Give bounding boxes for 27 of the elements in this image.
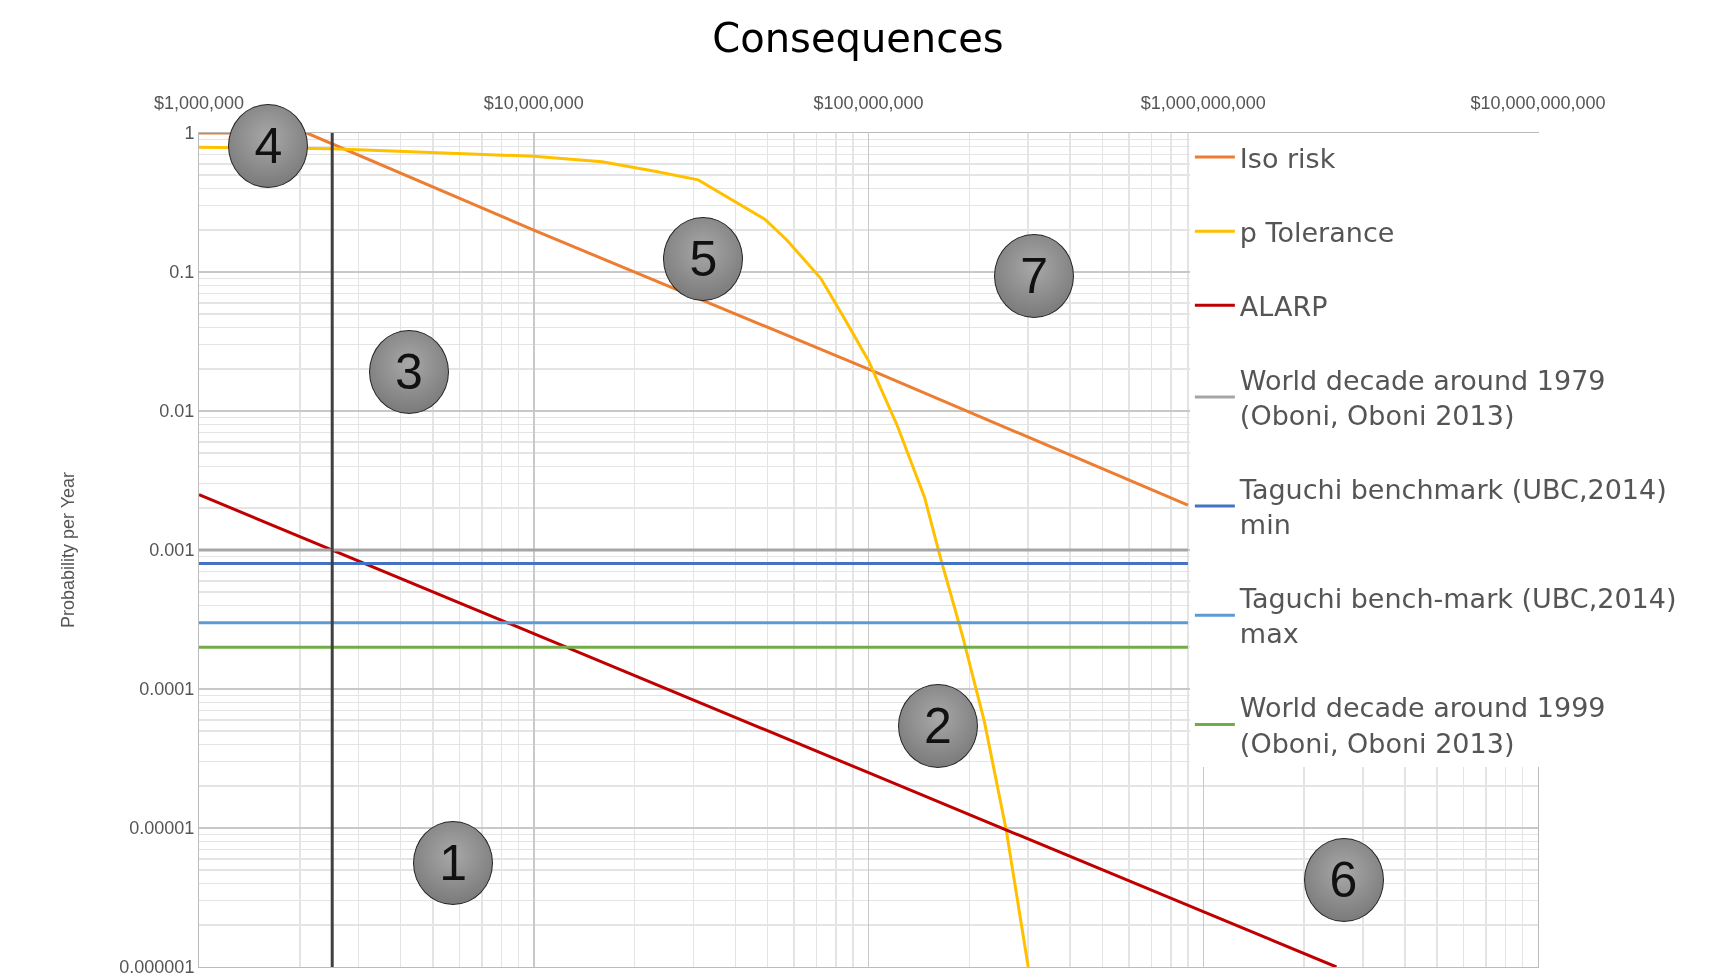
- y-tick-label: 0.001: [149, 540, 195, 561]
- y-tick-label: 1: [184, 123, 195, 144]
- annotation: 1: [439, 833, 467, 892]
- legend-label: ALARP: [1239, 290, 1328, 322]
- annotation: 4: [254, 116, 283, 175]
- legend-label: Iso risk: [1239, 142, 1336, 174]
- y-tick-label: 0.1: [169, 262, 195, 283]
- y-tick-label: 0.0001: [139, 679, 195, 700]
- x-tick-label: $1,000,000,000: [1140, 92, 1266, 113]
- y-tick-label: 0.01: [159, 401, 195, 422]
- annotation: 6: [1329, 850, 1358, 909]
- y-axis-title: Probability per Year: [57, 471, 78, 629]
- annotation: 7: [1020, 246, 1049, 305]
- chart-title: Consequences: [712, 15, 1004, 62]
- annotation: 5: [689, 230, 718, 289]
- x-tick-label: $100,000,000: [813, 92, 924, 113]
- annotation: 2: [923, 697, 952, 756]
- legend-label: Taguchi benchmark (UBC,2014) min: [1238, 474, 1667, 541]
- legend-label: Taguchi bench-mark (UBC,2014) max: [1238, 583, 1677, 650]
- legend-label: World decade around 1999 (Oboni, Oboni 2013): [1239, 692, 1606, 759]
- annotation: 3: [394, 342, 423, 401]
- legend-label: p Tolerance: [1239, 216, 1395, 248]
- x-tick-label: $10,000,000,000: [1470, 92, 1606, 113]
- y-tick-label: 0.00001: [129, 818, 195, 839]
- legend-label: World decade around 1979 (Oboni, Oboni 2013): [1239, 364, 1606, 431]
- y-tick-label: 0.000001: [119, 957, 195, 978]
- x-tick-label: $10,000,000: [483, 92, 584, 113]
